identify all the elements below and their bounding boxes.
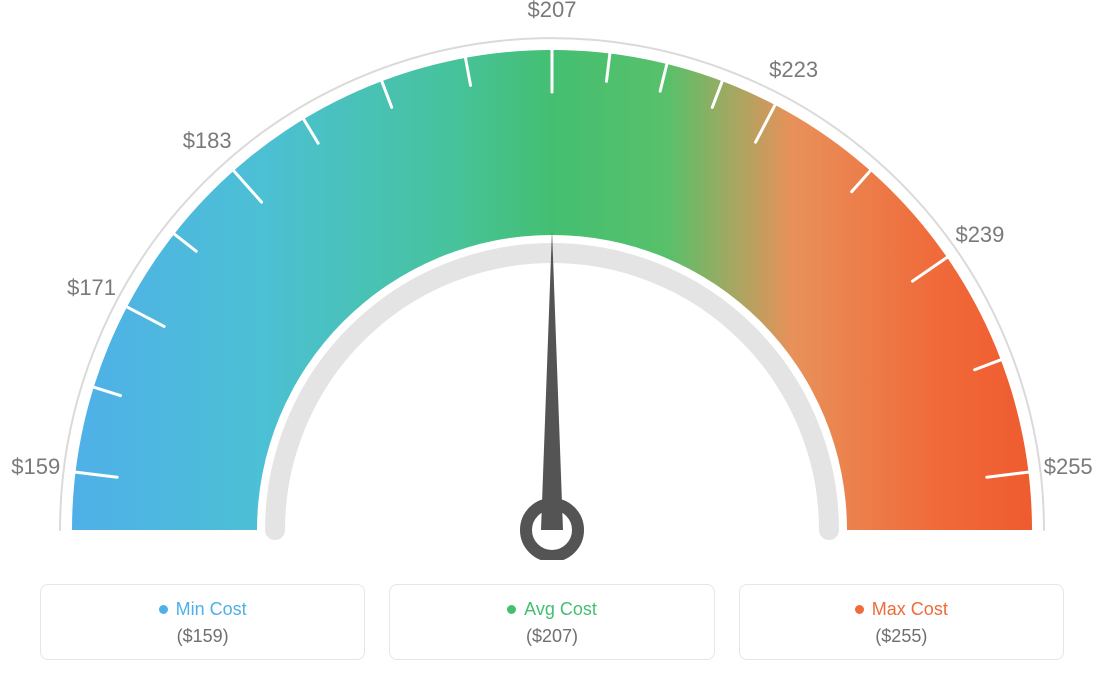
legend-max-dot <box>855 605 864 614</box>
legend-min-card: Min Cost ($159) <box>40 584 365 660</box>
gauge-tick-label: $207 <box>528 0 577 23</box>
gauge-tick-label: $239 <box>955 222 1004 248</box>
legend-avg-card: Avg Cost ($207) <box>389 584 714 660</box>
legend-avg-dot <box>507 605 516 614</box>
legend-row: Min Cost ($159) Avg Cost ($207) Max Cost… <box>40 584 1064 660</box>
legend-min-label: Min Cost <box>176 599 247 620</box>
legend-avg-value: ($207) <box>400 626 703 647</box>
gauge-svg <box>0 0 1104 560</box>
gauge-tick-label: $183 <box>183 128 232 154</box>
cost-gauge: $159 $171 $183 $207 $223 $239 $255 <box>0 0 1104 560</box>
legend-max-value: ($255) <box>750 626 1053 647</box>
legend-max-label: Max Cost <box>872 599 948 620</box>
legend-min-dot <box>159 605 168 614</box>
gauge-tick-label: $171 <box>67 275 116 301</box>
legend-avg-label: Avg Cost <box>524 599 597 620</box>
gauge-tick-label: $223 <box>769 57 818 83</box>
legend-min-value: ($159) <box>51 626 354 647</box>
gauge-tick-label: $255 <box>1044 454 1093 480</box>
gauge-tick-label: $159 <box>11 454 60 480</box>
legend-max-card: Max Cost ($255) <box>739 584 1064 660</box>
